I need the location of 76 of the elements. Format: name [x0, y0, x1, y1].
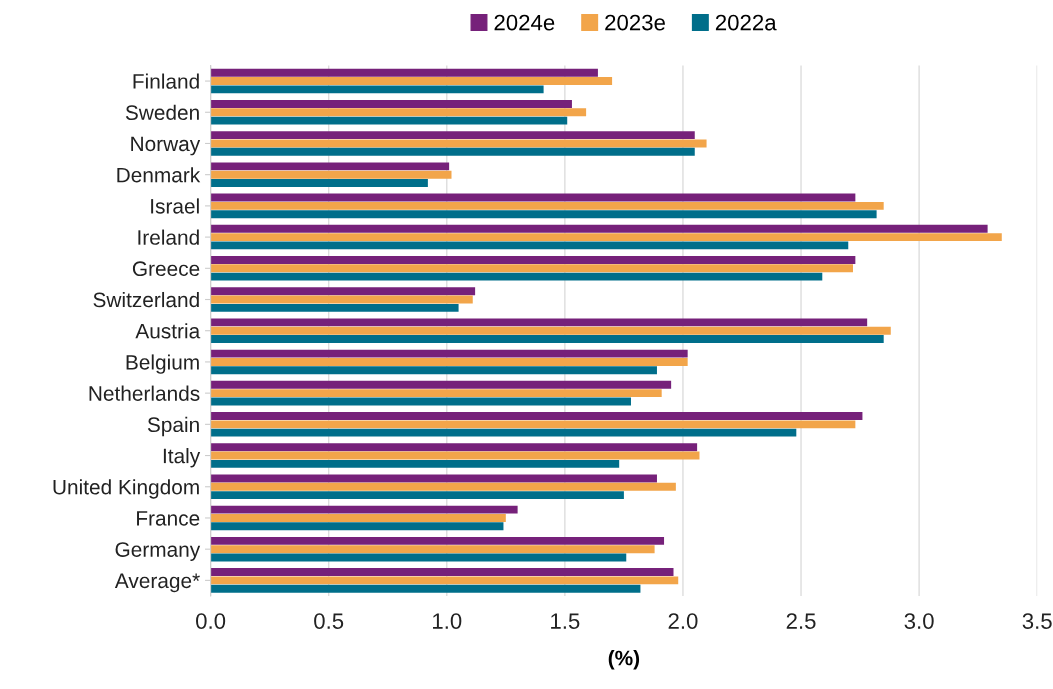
bar — [210, 428, 797, 437]
bar — [210, 287, 476, 296]
bar — [210, 77, 613, 86]
bar — [210, 474, 657, 483]
bar — [210, 522, 504, 531]
bar — [210, 505, 518, 514]
x-tick-label: 1.5 — [551, 613, 580, 629]
bar — [210, 68, 598, 77]
bar — [210, 85, 544, 94]
bar — [210, 514, 506, 522]
bar — [210, 443, 698, 452]
y-tick-label: United Kingdom — [53, 479, 199, 499]
legend-label: 2023e — [605, 14, 665, 31]
bar — [210, 147, 695, 156]
bar — [210, 108, 587, 117]
x-tick-label: 3.5 — [1022, 613, 1052, 629]
y-tick-label: Finland — [133, 73, 199, 89]
y-tick-label: Greece — [132, 261, 200, 277]
y-tick-label: Sweden — [125, 104, 199, 121]
bar — [210, 389, 662, 398]
y-tick-label: Denmark — [117, 167, 201, 183]
bar — [210, 318, 868, 327]
bar — [210, 99, 572, 108]
x-tick-label: 0.0 — [196, 613, 226, 629]
bar — [210, 380, 672, 389]
bar — [210, 412, 863, 420]
bar — [210, 420, 856, 429]
y-tick-label: Ireland — [138, 229, 199, 245]
x-tick-label: 2.0 — [668, 613, 698, 629]
x-tick-label: 2.5 — [786, 613, 816, 629]
bar — [210, 451, 700, 460]
bar — [210, 335, 884, 343]
bar — [210, 201, 884, 210]
y-tick-label: Italy — [163, 448, 201, 468]
bar — [210, 116, 568, 125]
bar — [210, 241, 849, 250]
bar — [210, 272, 823, 281]
bar — [210, 536, 665, 545]
bar — [210, 210, 877, 219]
bar — [210, 584, 641, 593]
y-tick-label: Germany — [115, 542, 201, 562]
bar — [210, 568, 674, 577]
bar — [210, 357, 688, 366]
bar — [210, 366, 657, 375]
y-tick-label: Average* — [114, 573, 200, 593]
bar — [210, 482, 676, 491]
y-tick-label: Netherlands — [89, 385, 200, 401]
bar — [210, 179, 428, 187]
bar — [210, 170, 452, 179]
y-tick-label: Spain — [147, 416, 199, 437]
bar — [210, 349, 688, 358]
y-tick-label: Switzerland — [93, 291, 199, 308]
bar — [210, 162, 450, 171]
y-tick-label: France — [137, 511, 200, 526]
bar — [210, 326, 891, 335]
y-tick-label: Israel — [151, 198, 199, 214]
bar — [210, 256, 856, 264]
bar — [210, 233, 1002, 242]
y-tick-label: Belgium — [126, 354, 199, 374]
legend-label: 2022a — [715, 14, 777, 31]
legend-label: 2024e — [494, 14, 555, 31]
x-tick-label: 3.0 — [904, 613, 934, 629]
x-tick-label: 0.5 — [314, 613, 344, 629]
bar — [210, 545, 655, 554]
y-tick-label: Norway — [131, 136, 201, 156]
bar — [210, 303, 459, 312]
bar — [210, 491, 624, 500]
x-tick-label: 1.0 — [433, 613, 462, 629]
bar — [210, 264, 853, 273]
x-axis-title: (%) — [608, 650, 640, 670]
bar — [210, 131, 695, 140]
bar — [210, 224, 988, 233]
y-tick-label: Austria — [135, 323, 201, 339]
bar — [210, 193, 856, 202]
bar — [210, 576, 679, 585]
bar — [210, 459, 620, 468]
